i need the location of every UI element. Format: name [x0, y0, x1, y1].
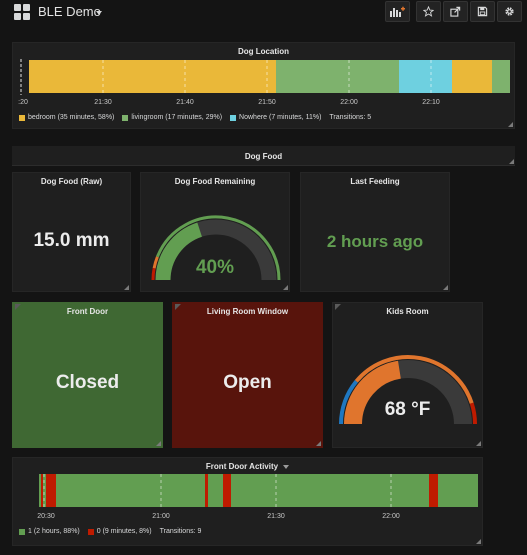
legend: bedroom (35 minutes, 58%) livingroom (17… — [19, 114, 371, 121]
legend: 1 (2 hours, 88%) 0 (9 minutes, 8%) Trans… — [19, 528, 201, 535]
legend-item-bedroom[interactable]: bedroom (35 minutes, 58%) — [19, 114, 114, 121]
gauge-threshold-red — [151, 267, 156, 281]
gauge-value: 68 °F — [384, 399, 431, 420]
gauge-value: 40% — [195, 257, 235, 278]
dog-location-panel: Dog Location :20 21:30 21:40 21:50 22:00… — [12, 42, 515, 129]
legend-item-livingroom[interactable]: livingroom (17 minutes, 29%) — [122, 114, 222, 121]
info-corner-icon[interactable] — [335, 304, 341, 310]
top-bar: BLE Demo — [0, 0, 527, 26]
save-icon — [477, 6, 488, 17]
front-door-activity-chart — [39, 474, 478, 507]
x-tick-label: 21:40 — [176, 99, 194, 106]
segment-livingroom — [276, 60, 399, 93]
last-feeding-panel: Last Feeding 2 hours ago — [300, 172, 450, 292]
gauge — [339, 355, 477, 425]
row-title: Dog Food — [244, 152, 283, 161]
x-tick-label: 21:30 — [267, 513, 285, 520]
dog-location-chart — [20, 59, 510, 95]
star-button[interactable] — [416, 1, 441, 22]
x-tick-label: :20 — [18, 99, 28, 106]
gauge-fill — [155, 222, 203, 281]
transitions-count: Transitions: 5 — [329, 114, 372, 121]
gauge-threshold-green — [156, 215, 281, 281]
panel-title: Dog Food (Raw) — [40, 177, 103, 186]
x-tick-label: 22:10 — [422, 99, 440, 106]
x-tick-label: 22:00 — [382, 513, 400, 520]
resize-handle[interactable] — [443, 285, 448, 290]
stat-value: 2 hours ago — [326, 232, 424, 251]
gauge-threshold-blue — [339, 380, 358, 425]
panel-title: Dog Location — [237, 47, 290, 56]
panel-title: Last Feeding — [350, 177, 400, 186]
save-button[interactable] — [470, 1, 495, 22]
gauge-threshold-orange — [152, 256, 159, 269]
grid-apps-icon[interactable] — [14, 4, 31, 21]
segment-bedroom — [452, 60, 492, 93]
transitions-count: Transitions: 9 — [159, 528, 202, 535]
panel-title: Front Door Activity — [205, 462, 279, 471]
panel-title: Dog Food Remaining — [174, 177, 256, 186]
resize-handle[interactable] — [124, 285, 129, 290]
info-corner-icon[interactable] — [15, 304, 21, 310]
segment-closed — [223, 474, 231, 507]
front-door-panel: Front Door Closed — [12, 302, 163, 448]
kids-room-panel: Kids Room 68 °F — [332, 302, 483, 448]
segment-closed — [41, 474, 43, 507]
stat-value: 15.0 mm — [33, 230, 110, 251]
bar-chart-add-icon — [390, 6, 405, 17]
dog-food-raw-panel: Dog Food (Raw) 15.0 mm — [12, 172, 131, 292]
living-room-window-panel: Living Room Window Open — [172, 302, 323, 448]
add-panel-button[interactable] — [385, 1, 410, 22]
resize-handle[interactable] — [509, 159, 514, 164]
resize-handle[interactable] — [476, 441, 481, 446]
panel-title-wrap[interactable]: Front Door Activity — [13, 462, 482, 471]
share-icon — [450, 6, 461, 17]
gauge-threshold-red — [469, 402, 477, 425]
segment-closed — [46, 474, 56, 507]
chevron-down-icon[interactable] — [283, 464, 290, 469]
info-corner-icon[interactable] — [175, 304, 181, 310]
resize-handle[interactable] — [508, 122, 513, 127]
gear-icon — [505, 7, 514, 16]
resize-handle[interactable] — [476, 539, 481, 544]
panel-title: Living Room Window — [206, 307, 289, 316]
gauge-fill — [344, 360, 402, 425]
settings-button[interactable] — [497, 1, 522, 22]
segment-livingroom — [492, 60, 510, 93]
panel-title: Front Door — [66, 307, 109, 316]
dashboard-title[interactable]: BLE Demo — [38, 4, 101, 19]
legend-item-open[interactable]: 1 (2 hours, 88%) — [19, 528, 80, 535]
segment-nowhere — [399, 60, 452, 93]
segment-closed — [429, 474, 438, 507]
resize-handle[interactable] — [283, 285, 288, 290]
segment-open — [39, 474, 478, 507]
stat-value: Closed — [55, 372, 120, 393]
x-tick-label: 21:00 — [152, 513, 170, 520]
resize-handle[interactable] — [316, 441, 321, 446]
star-icon — [423, 6, 434, 17]
share-button[interactable] — [443, 1, 468, 22]
segment-closed — [205, 474, 208, 507]
legend-item-nowhere[interactable]: Nowhere (7 minutes, 11%) — [230, 114, 321, 121]
legend-item-closed[interactable]: 0 (9 minutes, 8%) — [87, 528, 152, 535]
panel-title: Kids Room — [386, 307, 429, 316]
row-header-dog-food[interactable]: Dog Food — [12, 146, 515, 166]
x-tick-label: 21:50 — [258, 99, 276, 106]
gauge-threshold-orange — [354, 355, 474, 404]
x-tick-label: 21:30 — [94, 99, 112, 106]
dog-food-remaining-panel: Dog Food Remaining 40% — [140, 172, 290, 292]
resize-handle[interactable] — [156, 441, 161, 446]
x-tick-label: 22:00 — [340, 99, 358, 106]
chevron-down-icon[interactable] — [96, 11, 102, 15]
segment-bedroom — [29, 60, 276, 93]
gauge — [151, 215, 281, 281]
front-door-activity-panel: Front Door Activity 20:30 21:00 21:30 22… — [12, 457, 483, 546]
x-tick-label: 20:30 — [37, 513, 55, 520]
stat-value: Open — [223, 372, 272, 393]
